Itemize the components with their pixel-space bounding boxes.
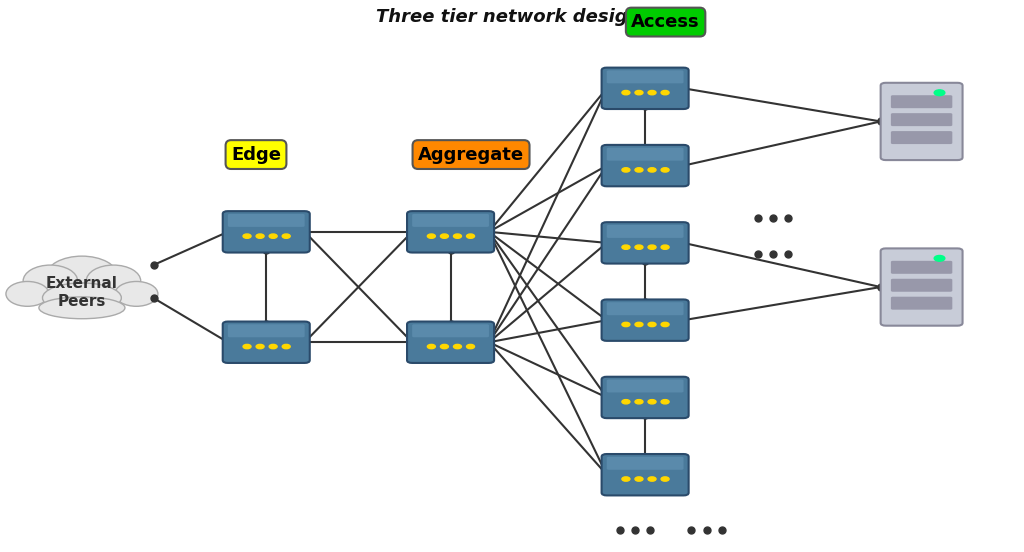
Circle shape bbox=[243, 234, 251, 238]
FancyBboxPatch shape bbox=[606, 225, 684, 238]
Circle shape bbox=[256, 344, 264, 349]
Circle shape bbox=[622, 91, 630, 95]
Circle shape bbox=[622, 168, 630, 172]
FancyBboxPatch shape bbox=[412, 325, 489, 337]
Circle shape bbox=[648, 322, 656, 327]
Ellipse shape bbox=[42, 283, 122, 313]
Circle shape bbox=[622, 400, 630, 404]
Circle shape bbox=[635, 91, 643, 95]
Circle shape bbox=[454, 344, 462, 349]
Circle shape bbox=[467, 234, 474, 238]
Text: Access: Access bbox=[631, 13, 700, 31]
Circle shape bbox=[934, 256, 945, 261]
FancyBboxPatch shape bbox=[606, 457, 684, 470]
FancyBboxPatch shape bbox=[881, 248, 963, 326]
Circle shape bbox=[934, 90, 945, 95]
FancyBboxPatch shape bbox=[606, 70, 684, 83]
Circle shape bbox=[243, 344, 251, 349]
FancyBboxPatch shape bbox=[606, 147, 684, 161]
Circle shape bbox=[440, 234, 449, 238]
FancyBboxPatch shape bbox=[606, 380, 684, 392]
Circle shape bbox=[427, 234, 435, 238]
Circle shape bbox=[635, 245, 643, 250]
FancyBboxPatch shape bbox=[602, 67, 688, 109]
Text: Three tier network design.: Three tier network design. bbox=[376, 8, 648, 25]
Circle shape bbox=[648, 91, 656, 95]
FancyBboxPatch shape bbox=[891, 131, 952, 144]
FancyBboxPatch shape bbox=[408, 321, 495, 363]
Circle shape bbox=[454, 234, 462, 238]
Circle shape bbox=[648, 400, 656, 404]
Circle shape bbox=[662, 91, 669, 95]
Text: Aggregate: Aggregate bbox=[418, 146, 524, 163]
Circle shape bbox=[648, 245, 656, 250]
Text: External
Peers: External Peers bbox=[46, 277, 118, 309]
FancyBboxPatch shape bbox=[223, 321, 309, 363]
FancyBboxPatch shape bbox=[223, 211, 309, 252]
Circle shape bbox=[662, 168, 669, 172]
Circle shape bbox=[467, 344, 474, 349]
FancyBboxPatch shape bbox=[891, 95, 952, 108]
Circle shape bbox=[256, 234, 264, 238]
FancyBboxPatch shape bbox=[602, 222, 688, 263]
Circle shape bbox=[440, 344, 449, 349]
Ellipse shape bbox=[24, 265, 78, 297]
Circle shape bbox=[635, 477, 643, 481]
Circle shape bbox=[662, 245, 669, 250]
Circle shape bbox=[635, 168, 643, 172]
Circle shape bbox=[662, 322, 669, 327]
Circle shape bbox=[283, 344, 290, 349]
FancyBboxPatch shape bbox=[606, 302, 684, 315]
FancyBboxPatch shape bbox=[412, 214, 489, 227]
FancyBboxPatch shape bbox=[891, 297, 952, 310]
FancyBboxPatch shape bbox=[891, 261, 952, 274]
Ellipse shape bbox=[46, 256, 118, 296]
FancyBboxPatch shape bbox=[602, 376, 688, 418]
Circle shape bbox=[269, 344, 278, 349]
Text: Edge: Edge bbox=[231, 146, 281, 163]
Circle shape bbox=[269, 234, 278, 238]
FancyBboxPatch shape bbox=[602, 299, 688, 341]
Circle shape bbox=[662, 400, 669, 404]
Ellipse shape bbox=[39, 297, 125, 319]
FancyBboxPatch shape bbox=[891, 113, 952, 126]
Circle shape bbox=[648, 168, 656, 172]
Circle shape bbox=[427, 344, 435, 349]
FancyBboxPatch shape bbox=[881, 83, 963, 160]
FancyBboxPatch shape bbox=[602, 454, 688, 496]
FancyBboxPatch shape bbox=[602, 145, 688, 186]
FancyBboxPatch shape bbox=[227, 325, 305, 337]
FancyBboxPatch shape bbox=[891, 279, 952, 291]
FancyBboxPatch shape bbox=[227, 214, 305, 227]
Circle shape bbox=[648, 477, 656, 481]
Ellipse shape bbox=[115, 282, 158, 306]
Circle shape bbox=[635, 322, 643, 327]
Circle shape bbox=[622, 322, 630, 327]
Circle shape bbox=[283, 234, 290, 238]
Circle shape bbox=[635, 400, 643, 404]
Ellipse shape bbox=[6, 282, 49, 306]
Circle shape bbox=[622, 477, 630, 481]
Circle shape bbox=[662, 477, 669, 481]
Ellipse shape bbox=[86, 265, 140, 297]
FancyBboxPatch shape bbox=[408, 211, 495, 252]
Circle shape bbox=[622, 245, 630, 250]
